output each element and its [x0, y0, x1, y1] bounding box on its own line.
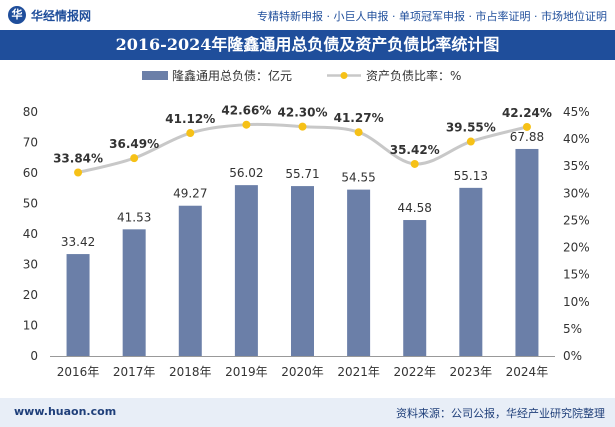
bar-labels: 33.42 41.53 49.27 56.02 55.71 54.55 44.58 55.13…: [61, 130, 544, 249]
bar-value-label: 54.55: [341, 171, 375, 185]
brand-logo: 华 华经情报网: [8, 6, 91, 24]
right-tick-label: 15%: [563, 268, 590, 282]
right-tick-label: 30%: [563, 186, 590, 200]
ratio-point: [186, 129, 195, 138]
bar-value-label: 33.42: [61, 235, 95, 249]
ratio-point: [522, 122, 531, 131]
footer-source: 资料来源：公司公报，华经产业研究院整理: [396, 407, 605, 420]
x-tick-label: 2019年: [225, 365, 268, 379]
bars: [66, 148, 539, 356]
x-tick-label: 2022年: [393, 365, 436, 379]
bar: [515, 148, 539, 356]
footer: www.huaon.com 资料来源：公司公报，华经产业研究院整理: [0, 398, 615, 427]
right-tick-label: 5%: [563, 322, 582, 336]
x-tick-label: 2023年: [450, 365, 493, 379]
ratio-point: [466, 137, 475, 146]
right-tick-label: 10%: [563, 295, 590, 309]
title-band: 2016-2024年隆鑫通用总负债及资产负债比率统计图: [0, 30, 615, 60]
ratio-point: [298, 122, 307, 131]
bar: [66, 254, 90, 356]
ratio-value-label: 41.27%: [334, 111, 384, 125]
left-tick-label: 40: [23, 227, 38, 241]
ratio-value-label: 33.84%: [53, 152, 103, 166]
bar-value-label: 55.13: [454, 169, 488, 183]
ratio-value-label: 42.66%: [221, 104, 271, 118]
left-tick-label: 80: [23, 105, 38, 119]
ratio-point: [74, 168, 83, 177]
footer-website: www.huaon.com: [14, 405, 117, 418]
x-tick-label: 2024年: [506, 365, 549, 379]
right-tick-label: 20%: [563, 241, 590, 255]
bar: [403, 220, 427, 356]
bar-value-label: 67.88: [510, 130, 544, 144]
bar-value-label: 44.58: [398, 201, 432, 215]
bar: [291, 186, 314, 356]
bar-value-label: 56.02: [229, 166, 263, 180]
ratio-point: [242, 120, 251, 129]
x-tick-label: 2016年: [57, 365, 100, 379]
bar: [459, 187, 483, 356]
left-tick-label: 60: [23, 166, 38, 180]
ratio-value-label: 42.30%: [278, 106, 328, 120]
right-tick-label: 45%: [563, 105, 590, 119]
ratio-line: [74, 120, 531, 177]
ratio-value-label: 39.55%: [446, 121, 496, 135]
left-tick-label: 0: [30, 349, 38, 363]
legend-line-marker: [340, 72, 348, 79]
header-tagline: 专精特新申报 · 小巨人申报 · 单项冠军申报 · 市占率证明 · 市场地位证明: [257, 10, 607, 23]
right-tick-label: 35%: [563, 159, 590, 173]
right-tick-label: 40%: [563, 132, 590, 146]
bar: [122, 229, 146, 356]
x-tick-label: 2020年: [281, 365, 324, 379]
right-axis: 0% 5% 10% 15% 20% 25% 30% 35% 40% 45%: [563, 105, 590, 363]
x-tick-label: 2017年: [113, 365, 156, 379]
left-tick-label: 30: [23, 258, 38, 272]
right-tick-label: 0%: [563, 349, 582, 363]
ratio-point: [130, 154, 139, 163]
bar: [234, 185, 258, 356]
bar-value-label: 49.27: [173, 187, 207, 201]
bar-value-label: 55.71: [285, 167, 319, 181]
legend-line-label: 资产负债比率：%: [366, 68, 461, 83]
legend-bar-label: 隆鑫通用总负债：亿元: [172, 68, 292, 83]
right-tick-label: 25%: [563, 213, 590, 227]
ratio-value-label: 36.49%: [109, 137, 159, 151]
left-axis: 0 10 20 30 40 50 60 70 80: [23, 105, 38, 363]
brand-name: 华经情报网: [31, 8, 92, 23]
left-tick-label: 10: [23, 319, 38, 333]
left-tick-label: 20: [23, 288, 38, 302]
chart-title: 2016-2024年隆鑫通用总负债及资产负债比率统计图: [115, 35, 500, 54]
top-bar: 华 华经情报网 专精特新申报 · 小巨人申报 · 单项冠军申报 · 市占率证明 …: [0, 0, 615, 30]
ratio-value-label: 35.42%: [390, 143, 440, 157]
bar-value-label: 41.53: [117, 210, 151, 224]
chart: 隆鑫通用总负债：亿元 资产负债比率：% 0 10 20 30 40 50 60 70 80 0% 5…: [23, 68, 590, 379]
bar: [178, 205, 202, 356]
brand-icon: 华: [8, 6, 26, 24]
x-tick-label: 2018年: [169, 365, 212, 379]
x-tick-label: 2021年: [337, 365, 380, 379]
legend: 隆鑫通用总负债：亿元 资产负债比率：%: [142, 68, 461, 83]
bar: [347, 189, 371, 356]
ratio-point: [354, 128, 363, 137]
legend-bar-swatch: [142, 71, 168, 80]
ratio-labels: 33.84% 36.49% 41.12% 42.66% 42.30% 41.27% 35.4…: [53, 104, 552, 166]
x-axis: 2016年 2017年 2018年 2019年 2020年 2021年 2022年 2023年…: [50, 356, 555, 379]
ratio-point: [410, 159, 419, 168]
left-tick-label: 70: [23, 136, 38, 150]
left-tick-label: 50: [23, 197, 38, 211]
ratio-value-label: 41.12%: [165, 112, 215, 126]
ratio-value-label: 42.24%: [502, 106, 552, 120]
